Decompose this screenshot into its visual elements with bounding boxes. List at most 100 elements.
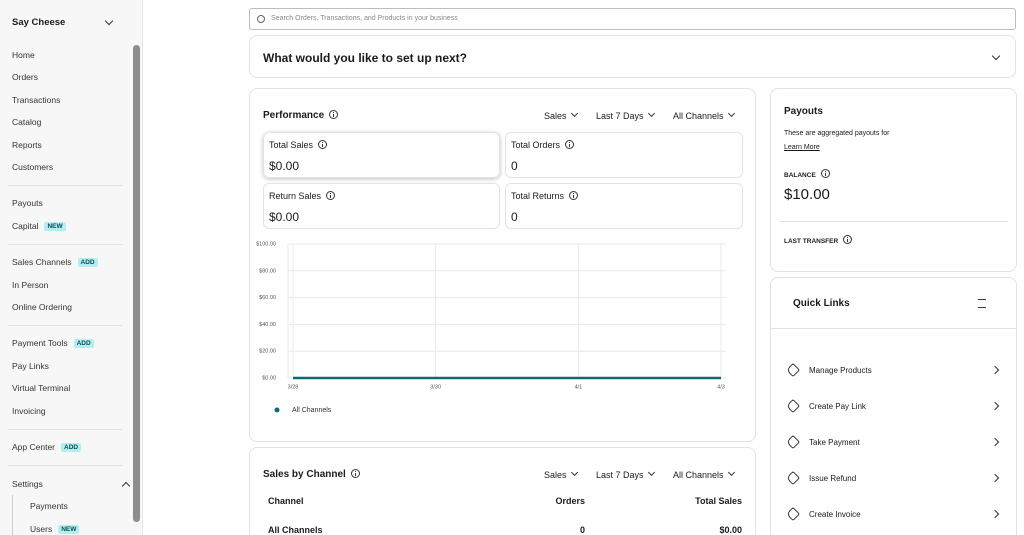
nav-item[interactable]: Sales Channels ADD [12,257,98,267]
table-cell: $0.00 [719,525,742,535]
chevron [990,401,1000,411]
metric-value: 0 [511,210,518,224]
nav-item[interactable]: Customers [12,162,53,172]
label-text: Return Sales [269,191,322,201]
learn-more-link[interactable]: Learn More [784,144,820,151]
filter[interactable]: Sales [544,109,578,121]
nav-item[interactable]: Payment Tools ADD [12,338,94,348]
nav-item[interactable]: Catalog [12,117,41,127]
nav-item[interactable]: Home [12,50,35,60]
filter[interactable]: All Channels [673,109,735,121]
chevron [727,468,735,477]
nav-label: Customers [12,162,54,172]
filter-text: All Channels [673,470,724,480]
info-icon[interactable] [350,469,360,478]
metric[interactable]: Total Sales $0.00 [263,132,500,178]
filter-text: Sales [544,111,567,121]
quick-link[interactable]: Take Payment [771,432,1016,452]
divider [8,429,123,430]
info-icon[interactable] [318,140,328,149]
nav-item[interactable]: In Person [12,280,48,290]
setup-card[interactable]: What would you like to set up next? [249,35,1016,78]
metric[interactable]: Return Sales $0.00 [263,183,500,229]
quick-link-label: Create Pay Link [809,402,866,411]
divider [8,325,123,326]
label-text: Total Returns [511,191,565,201]
info-icon[interactable] [569,191,579,200]
metric-value: 0 [511,159,518,173]
nav-item[interactable]: Transactions [12,95,60,105]
filter[interactable]: Sales [544,468,578,480]
nav-label: Virtual Terminal [12,383,71,393]
quick-links-title: Quick Links [793,298,850,309]
info-icon[interactable] [565,140,575,149]
nav-item[interactable]: Invoicing [12,406,46,416]
divider [8,185,123,186]
filter[interactable]: Last 7 Days [596,109,655,121]
info-icon[interactable] [326,191,336,200]
nav-item[interactable]: Payments [30,501,68,511]
label-text: LAST TRANSFER [784,238,839,245]
divider [8,465,123,466]
nav-item[interactable]: Capital NEW [12,221,66,231]
search-box[interactable]: Search Orders, Transactions, and Product… [249,8,1016,30]
nav-label: Users [30,524,53,534]
x-tick-label: 4/3 [717,384,725,390]
nav-label: Reports [12,140,42,150]
settings-icon[interactable] [978,299,986,308]
nav-item[interactable]: Settings [12,479,43,489]
table-cell: All Channels [268,525,323,535]
nav-label: Capital [12,221,39,231]
nav-item[interactable]: Online Ordering [12,302,72,312]
column-header: Orders [555,496,585,506]
metric[interactable]: Total Orders 0 [505,132,743,178]
nav-label: Invoicing [12,406,46,416]
collapse-chevron[interactable] [121,481,131,491]
quick-link-label: Create Invoice [809,510,861,519]
store-chevron[interactable] [104,16,114,26]
info-icon[interactable] [820,169,830,178]
filter-text: All Channels [673,111,724,121]
label-text: Total Orders [511,140,561,150]
nav-label: Settings [12,479,43,489]
y-tick-label: $0.00 [262,375,276,381]
tag-icon [785,398,801,414]
performance-card: Performance Sales Last 7 Days All Channe… [249,88,756,442]
nav-item[interactable]: App Center ADD [12,442,82,452]
nav-badge: ADD [61,443,82,452]
nav-label: Pay Links [12,361,49,371]
nav-item[interactable]: Virtual Terminal [12,383,70,393]
quick-link[interactable]: Create Pay Link [771,396,1016,416]
nav-label: Catalog [12,117,42,127]
info-icon[interactable] [843,235,853,244]
last-transfer-label: LAST TRANSFER [784,235,853,245]
nav-item[interactable]: Reports [12,140,42,150]
quick-link[interactable]: Create Invoice [771,504,1016,524]
nav-item[interactable]: Users NEW [30,524,80,534]
nav-item[interactable]: Payouts [12,198,43,208]
metric[interactable]: Total Returns 0 [505,183,743,229]
metric-label: Return Sales [269,191,336,201]
metric-label: Total Sales [269,140,328,150]
quick-link[interactable]: Manage Products [771,360,1016,380]
quick-link-label: Manage Products [809,366,872,375]
scrollbar[interactable] [133,45,140,522]
performance-chart: $0.00 $20.00 $40.00 $60.00 $80.00 $100.00 3/28… [256,241,726,414]
nav-item[interactable]: Pay Links [12,361,49,371]
nav-item[interactable]: Orders [12,72,38,82]
store-name[interactable]: Say Cheese [12,17,66,28]
label-text: Total Sales [269,140,314,150]
y-tick-label: $80.00 [259,268,276,274]
column-header: Total Sales [695,496,742,506]
divider [771,328,1016,329]
chevron [990,437,1000,447]
info-icon[interactable] [329,110,339,119]
filter[interactable]: Last 7 Days [596,468,655,480]
filter[interactable]: All Channels [673,468,735,480]
nav-badge: NEW [44,222,66,231]
sales-by-channel-title: Sales by Channel [263,469,360,480]
filter-text: Last 7 Days [596,470,644,480]
quick-link[interactable]: Issue Refund [771,468,1016,488]
subnav-rule [12,495,13,535]
quick-links-card: Quick Links Manage Products Create Pay Li… [770,277,1017,535]
